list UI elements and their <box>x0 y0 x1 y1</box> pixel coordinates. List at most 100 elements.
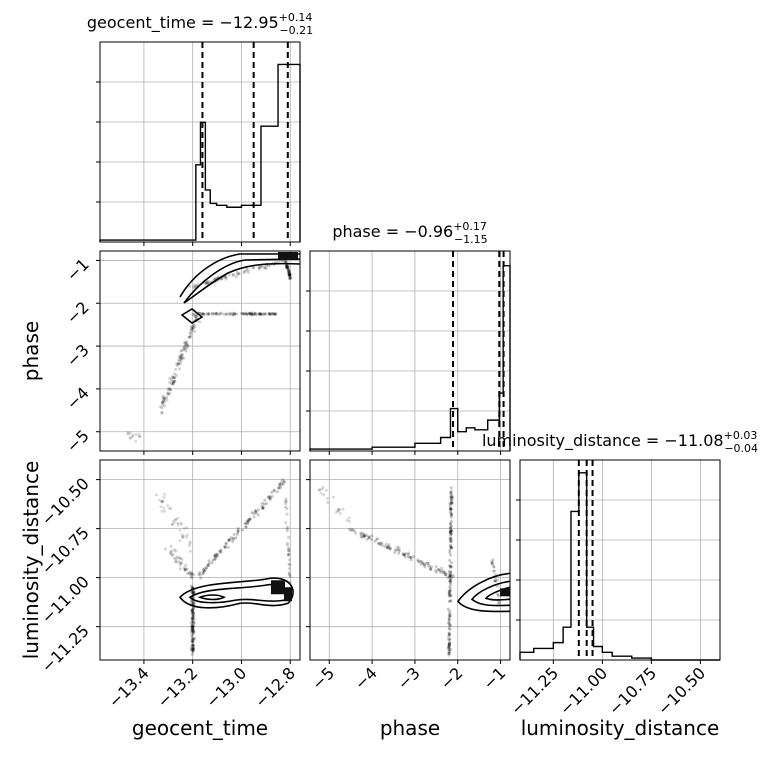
x-tick-label-luminosity-distance: −10.50 <box>654 663 709 718</box>
sample-point <box>447 651 451 655</box>
sample-point <box>434 565 438 569</box>
sample-point <box>448 548 452 552</box>
sample-point <box>449 537 453 541</box>
sample-point <box>446 646 450 650</box>
sample-point <box>412 555 416 559</box>
sample-point <box>416 558 420 562</box>
sample-point <box>192 630 196 634</box>
sample-point <box>190 627 194 631</box>
sample-point <box>448 588 452 592</box>
sample-point <box>202 567 206 571</box>
sample-point <box>448 615 452 619</box>
sample-point <box>194 315 198 319</box>
sample-point <box>190 616 194 620</box>
sample-point <box>270 494 274 498</box>
sample-point <box>190 327 194 331</box>
sample-point <box>281 478 285 482</box>
sample-point <box>285 512 289 516</box>
sample-point <box>449 576 453 580</box>
sample-point <box>165 395 169 399</box>
sample-point <box>178 556 182 560</box>
scatter-panel-geocent_time-phase: −5 −4 −3 −2 −1 <box>63 250 301 456</box>
sample-point <box>448 578 452 582</box>
sample-point <box>284 260 288 264</box>
sample-point <box>163 509 167 513</box>
sample-point <box>286 547 290 551</box>
sample-point <box>191 615 195 619</box>
sample-point <box>236 530 240 534</box>
sample-point <box>448 633 452 637</box>
sample-point <box>263 266 267 270</box>
sample-point <box>491 558 495 562</box>
sample-point <box>287 572 291 576</box>
sample-point <box>177 362 181 366</box>
sample-point <box>417 559 421 563</box>
sample-point <box>192 614 196 618</box>
sample-point <box>380 543 384 547</box>
sample-point <box>260 504 264 508</box>
sample-point <box>257 312 261 316</box>
sample-point <box>448 537 452 541</box>
sample-point <box>179 361 183 365</box>
sample-point <box>248 517 252 521</box>
sample-point <box>179 522 183 526</box>
sample-point <box>203 312 207 316</box>
sample-point <box>284 497 288 501</box>
sample-point <box>246 270 250 274</box>
sample-point <box>257 265 261 269</box>
sample-point <box>179 561 183 565</box>
sample-point <box>490 561 494 565</box>
sample-point <box>185 533 189 537</box>
sample-point <box>169 388 173 392</box>
sample-point <box>259 312 263 316</box>
sample-point <box>448 579 452 583</box>
sample-point <box>449 582 453 586</box>
sample-point <box>321 485 325 489</box>
sample-point <box>287 273 291 277</box>
sample-point <box>403 552 407 556</box>
sample-point <box>491 562 495 566</box>
sample-point <box>362 535 366 539</box>
sample-point <box>191 628 195 632</box>
sample-point <box>385 545 389 549</box>
sample-point <box>270 312 274 316</box>
sample-point <box>449 524 453 528</box>
sample-point <box>247 312 251 316</box>
sample-point <box>236 272 240 276</box>
sample-point <box>444 573 448 577</box>
sample-point <box>386 545 390 549</box>
sample-points <box>126 252 300 443</box>
sample-point <box>493 579 497 583</box>
sample-point <box>191 625 195 629</box>
sample-point <box>444 572 448 576</box>
sample-point <box>214 555 218 559</box>
sample-point <box>160 410 164 414</box>
sample-point <box>176 523 180 527</box>
sample-point <box>169 549 173 553</box>
panel-border <box>99 459 301 661</box>
x-tick-label-phase: −1 <box>479 663 509 693</box>
contour-mid <box>183 258 300 304</box>
sample-point <box>362 534 366 538</box>
sample-point <box>320 487 324 491</box>
sample-point <box>206 564 210 568</box>
sample-point <box>222 312 226 316</box>
sample-point <box>185 346 189 350</box>
sample-point <box>281 482 285 486</box>
sample-point <box>449 599 453 603</box>
sample-point <box>172 379 176 383</box>
contour-inner <box>197 594 226 601</box>
sample-point <box>449 546 453 550</box>
sample-point <box>207 559 211 563</box>
sample-point <box>180 557 184 561</box>
sample-point <box>191 617 195 621</box>
histogram-panel-geocent_time: geocent_time = −12.95+0.14 −0.21 <box>87 11 313 246</box>
sample-point <box>167 386 171 390</box>
sample-point <box>448 502 452 506</box>
sample-point <box>191 624 195 628</box>
sample-point <box>261 506 265 510</box>
sample-point <box>496 593 500 597</box>
sample-point <box>191 643 195 647</box>
sample-point <box>161 499 165 503</box>
sample-point <box>449 501 453 505</box>
